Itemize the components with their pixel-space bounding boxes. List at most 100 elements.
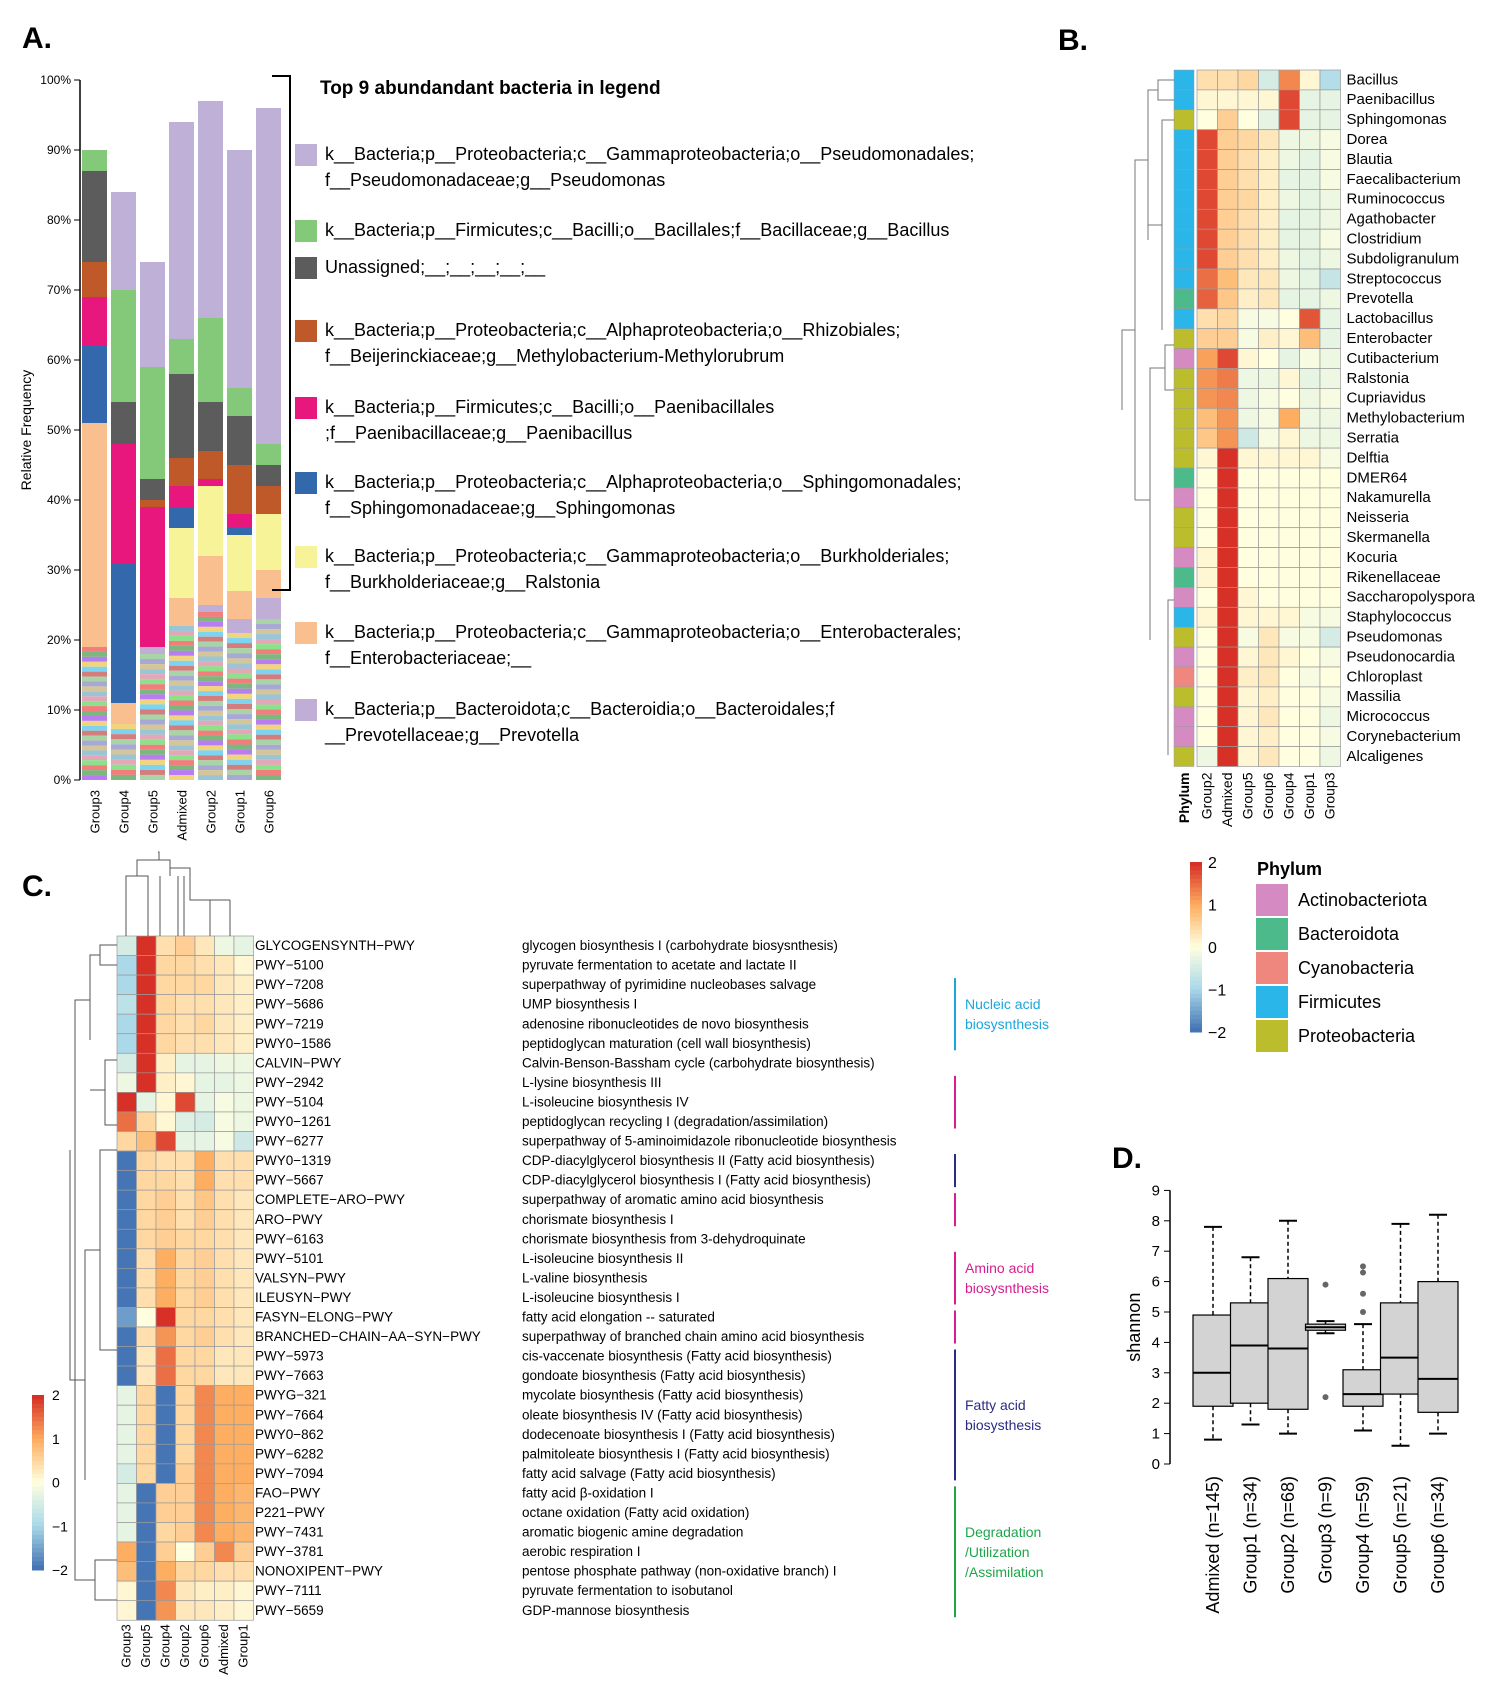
- panel-b-heat-cell: [1217, 447, 1239, 469]
- panel-b-heat-cell: [1258, 487, 1280, 509]
- panel-a-bar-segment-other: [198, 616, 223, 622]
- panel-b-heat-cell: [1278, 169, 1300, 190]
- panel-a-bar-segment-other: [140, 744, 165, 750]
- panel-b-heat-cell: [1258, 109, 1280, 131]
- panel-b-heat-cell: [1278, 447, 1300, 469]
- panel-c-heat-cell: [175, 935, 196, 956]
- panel-c-column-dendrogram: [125, 851, 231, 936]
- panel-c-pathway-description: palmitoleate biosynthesis I (Fatty acid …: [522, 1446, 830, 1461]
- panel-c-pathway-description: octane oxidation (Fatty acid oxidation): [522, 1505, 749, 1520]
- panel-b-heat-cell: [1217, 348, 1239, 369]
- panel-c-heat-cell: [233, 1541, 254, 1562]
- panel-b-phylum-cell: [1173, 726, 1195, 747]
- panel-b-row-label: Neisseria: [1347, 509, 1410, 526]
- panel-b-heat-cell: [1319, 686, 1341, 708]
- panel-b-row-label: Dorea: [1347, 131, 1389, 148]
- panel-a-bar-segment-other: [140, 734, 165, 740]
- panel-b-heat-cell: [1258, 547, 1280, 568]
- panel-c-heat-cell: [136, 1424, 157, 1445]
- panel-c-heat-cell: [194, 1209, 215, 1230]
- panel-a-bar-segment-other: [82, 676, 107, 682]
- panel-b-heat-cell: [1299, 447, 1321, 469]
- panel-c-heat-cell: [214, 1365, 235, 1386]
- panel-b-row-label: Ruminococcus: [1347, 191, 1445, 208]
- panel-c-heat-cell: [136, 1072, 157, 1093]
- panel-a-bar-segment: [140, 262, 165, 367]
- panel-b-heat-cell: [1299, 109, 1321, 131]
- panel-c-heat-cell: [233, 1404, 254, 1426]
- panel-a-bar-segment-other: [111, 739, 136, 745]
- panel-b-heat-cell: [1196, 626, 1218, 648]
- panel-b-heat-cell: [1278, 149, 1300, 170]
- panel-b-heat-cell: [1237, 109, 1259, 131]
- panel-c-heat-cell: [194, 1580, 215, 1602]
- panel-c-heat-cell: [194, 1443, 215, 1465]
- panel-c-pathway-description: oleate biosynthesis IV (Fatty acid biosy…: [522, 1407, 803, 1422]
- panel-a-bar-segment-other: [198, 710, 223, 716]
- panel-c-heat-cell: [155, 1580, 176, 1602]
- panel-c-heat-cell: [214, 935, 235, 956]
- panel-c-row-label: P221−PWY: [255, 1505, 325, 1520]
- panel-b-heat-cell: [1299, 149, 1321, 170]
- panel-b-heat-cell: [1196, 487, 1218, 509]
- panel-c-category-label: biosysnthesis: [965, 1016, 1049, 1032]
- panel-b-phylum-cell: [1173, 129, 1195, 150]
- panel-a-y-tick-label: 0%: [54, 773, 72, 787]
- panel-c-heat-cell: [233, 1150, 254, 1171]
- panel-c-heat-cell: [136, 1483, 157, 1504]
- panel-c-heat-cell: [194, 1228, 215, 1250]
- panel-c-heat-cell: [136, 1287, 157, 1308]
- panel-d-y-tick-label: 9: [1152, 1182, 1160, 1199]
- panel-a-bar-segment: [140, 500, 165, 507]
- panel-b-heat-cell: [1237, 407, 1259, 429]
- panel-a-bar-segment-other: [111, 724, 136, 730]
- panel-b-heat-cell: [1258, 248, 1280, 270]
- panel-b-colorbar-step: [1190, 904, 1202, 910]
- panel-c-row-label: PWY−5101: [255, 1251, 324, 1266]
- panel-c-row-label: VALSYN−PWY: [255, 1270, 346, 1285]
- panel-a-bar-segment-other: [140, 769, 165, 775]
- panel-a-legend-label: f__Beijerinckiaceae;g__Methylobacterium-…: [325, 346, 785, 366]
- panel-b-heat-cell: [1217, 626, 1239, 648]
- panel-c-colorbar-step: [32, 1543, 44, 1549]
- panel-b-heat-cell: [1196, 89, 1218, 111]
- panel-a-bar-segment-other: [198, 691, 223, 696]
- panel-label-c: C.: [22, 870, 52, 903]
- panel-c-pathway-description: aromatic biogenic amine degradation: [522, 1525, 743, 1540]
- panel-b-colorbar-step: [1190, 985, 1202, 990]
- panel-b-heat-cell: [1196, 169, 1218, 190]
- panel-b-heat-cell: [1237, 646, 1259, 668]
- panel-d-box: [1229, 1302, 1272, 1404]
- panel-c-heat-cell: [136, 1502, 157, 1523]
- panel-c-pathway-description: pentose phosphate pathway (non-oxidative…: [522, 1564, 836, 1579]
- panel-b-heat-cell: [1319, 348, 1341, 369]
- panel-a-bar-segment-other: [227, 769, 252, 775]
- panel-d-x-tick-label: Admixed (n=145): [1203, 1476, 1223, 1614]
- panel-b-heat-cell: [1319, 606, 1341, 628]
- panel-d-y-tick-label: 8: [1152, 1213, 1160, 1230]
- panel-a-bar-segment: [82, 346, 107, 423]
- panel-b-heat-cell: [1217, 587, 1239, 608]
- panel-a-bar-segment-other: [198, 760, 223, 766]
- panel-a-y-tick-label: 60%: [47, 353, 71, 367]
- panel-c-heat-cell: [116, 1541, 137, 1562]
- panel-c-colorbar-step: [32, 1556, 44, 1562]
- panel-c-colorbar-step: [32, 1486, 44, 1492]
- panel-c-colorbar-step: [32, 1395, 44, 1400]
- panel-a-bar-segment-other: [227, 673, 252, 679]
- panel-c-heat-cell: [194, 1522, 215, 1543]
- panel-c-heat-cell: [233, 955, 254, 976]
- panel-b-colorbar-tick: 1: [1208, 898, 1217, 915]
- panel-a-legend-swatch: [295, 622, 317, 644]
- panel-a-x-tick-label: Admixed: [175, 790, 190, 841]
- panel-a-bar-segment-other: [111, 749, 136, 755]
- panel-c-heat-cell: [116, 935, 137, 956]
- panel-c-pathway-heatmap: GLYCOGENSYNTH−PWY glycogen biosynthesis I…: [32, 851, 1049, 1675]
- panel-a-bar-segment-other: [82, 740, 107, 746]
- panel-c-heat-cell: [155, 974, 176, 995]
- panel-c-heat-cell: [214, 1522, 235, 1543]
- panel-b-heat-cell: [1319, 208, 1341, 230]
- panel-a-legend-swatch: [295, 472, 317, 494]
- panel-b-heat-cell: [1196, 407, 1218, 429]
- panel-c-pathway-description: L-lysine biosynthesis III: [522, 1075, 662, 1090]
